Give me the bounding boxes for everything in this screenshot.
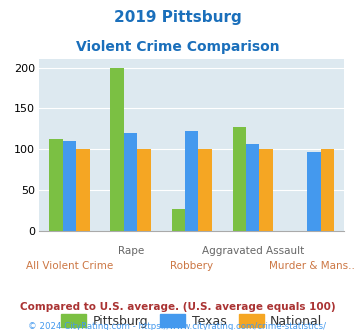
- Bar: [198, 149, 212, 231]
- Bar: [171, 209, 185, 231]
- Text: Robbery: Robbery: [170, 261, 213, 271]
- Bar: [76, 149, 90, 231]
- Bar: [321, 149, 334, 231]
- Bar: [307, 152, 321, 231]
- Bar: [233, 127, 246, 231]
- Bar: [137, 149, 151, 231]
- Bar: [124, 133, 137, 231]
- Bar: [246, 145, 260, 231]
- Text: Aggravated Assault: Aggravated Assault: [202, 246, 304, 256]
- Text: © 2024 CityRating.com - https://www.cityrating.com/crime-statistics/: © 2024 CityRating.com - https://www.city…: [28, 322, 327, 330]
- Text: 2019 Pittsburg: 2019 Pittsburg: [114, 10, 241, 25]
- Text: Violent Crime Comparison: Violent Crime Comparison: [76, 40, 279, 53]
- Text: Rape: Rape: [118, 246, 144, 256]
- Text: Compared to U.S. average. (U.S. average equals 100): Compared to U.S. average. (U.S. average …: [20, 302, 335, 312]
- Bar: [110, 68, 124, 231]
- Legend: Pittsburg, Texas, National: Pittsburg, Texas, National: [56, 309, 327, 330]
- Text: All Violent Crime: All Violent Crime: [26, 261, 113, 271]
- Bar: [49, 139, 63, 231]
- Bar: [63, 141, 76, 231]
- Text: Murder & Mans...: Murder & Mans...: [269, 261, 355, 271]
- Bar: [260, 149, 273, 231]
- Bar: [185, 131, 198, 231]
